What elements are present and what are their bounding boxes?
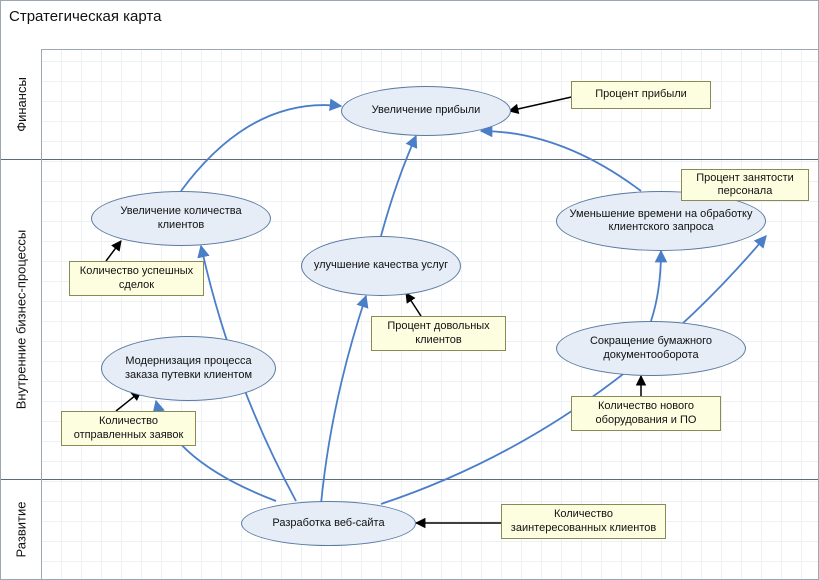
header-strip bbox=[1, 31, 818, 50]
lane-column: Финансы Внутренние бизнес-процессы Разви… bbox=[1, 49, 42, 579]
strategy-map-canvas: Стратегическая карта Финансы Внутренние … bbox=[0, 0, 819, 580]
node-clients[interactable]: Увеличение количества клиентов bbox=[91, 191, 271, 246]
note-new-equipment[interactable]: Количество нового оборудования и ПО bbox=[571, 396, 721, 431]
note-staff-load[interactable]: Процент занятости персонала bbox=[681, 169, 809, 201]
note-successful-deals[interactable]: Количество успешных сделок bbox=[69, 261, 204, 296]
note-profit-percent[interactable]: Процент прибыли bbox=[571, 81, 711, 109]
note-sent-requests[interactable]: Количество отправленных заявок bbox=[61, 411, 196, 446]
note-interested-clients[interactable]: Количество заинтересованных клиентов bbox=[501, 504, 666, 539]
lane-label-finance: Финансы bbox=[1, 49, 41, 159]
node-quality[interactable]: улучшение качества услуг bbox=[301, 236, 461, 296]
lane-label-internal: Внутренние бизнес-процессы bbox=[1, 159, 41, 479]
page-title: Стратегическая карта bbox=[9, 8, 161, 25]
lane-separator bbox=[1, 159, 818, 160]
lane-separator bbox=[1, 479, 818, 480]
node-profit[interactable]: Увеличение прибыли bbox=[341, 86, 511, 136]
note-happy-clients[interactable]: Процент довольных клиентов bbox=[371, 316, 506, 351]
node-website[interactable]: Разработка веб-сайта bbox=[241, 501, 416, 546]
node-paper[interactable]: Сокращение бумажного документооборота bbox=[556, 321, 746, 376]
title-bar: Стратегическая карта bbox=[1, 1, 818, 32]
node-modern[interactable]: Модернизация процесса заказа путевки кли… bbox=[101, 336, 276, 401]
lane-label-dev: Развитие bbox=[1, 479, 41, 580]
